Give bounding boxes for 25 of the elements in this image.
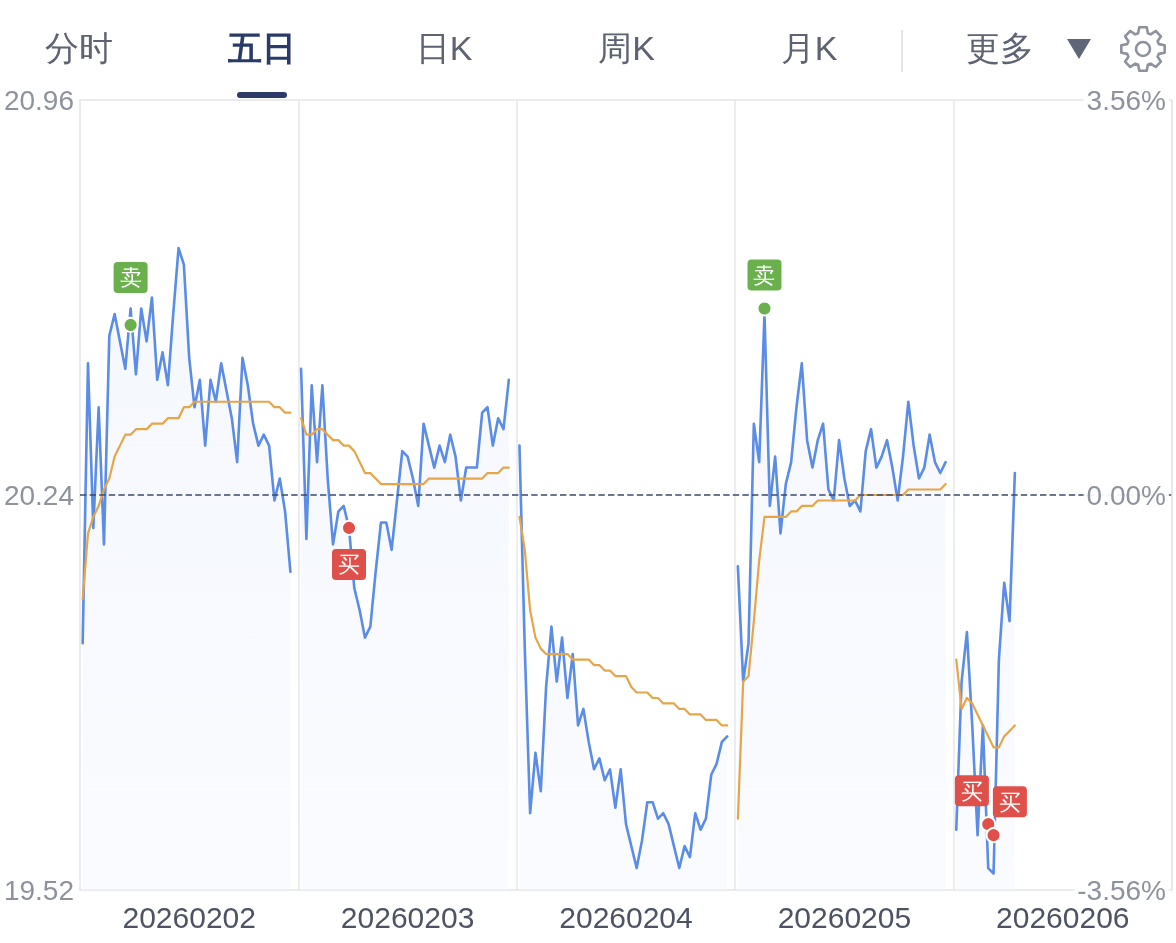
y-tick-label: 19.52	[3, 874, 74, 906]
y-tick-label: 20.96	[3, 84, 74, 116]
point	[985, 827, 1002, 844]
point	[341, 519, 357, 536]
y2-tick-label: 0.00%	[1086, 479, 1166, 511]
x-tick-label: 20260202	[122, 900, 256, 934]
y-tick-label: 20.24	[3, 479, 74, 511]
data-label: 买	[338, 552, 360, 578]
text: 日K	[415, 28, 473, 69]
text: 周K	[598, 28, 655, 69]
text: 五日	[227, 28, 296, 69]
x-tick-label: 20260204	[559, 900, 693, 934]
x-tick-label: 20260203	[340, 900, 475, 934]
data-label: 买	[960, 778, 983, 804]
data-label: 卖	[119, 265, 142, 291]
text: 分时	[45, 28, 113, 69]
x-tick-label: 20260205	[777, 900, 912, 934]
text: 更多	[966, 28, 1034, 69]
data-label: 买	[998, 789, 1021, 815]
data-label: 卖	[753, 262, 776, 288]
text: 月K	[780, 28, 838, 69]
y2-tick-label: -3.56%	[1077, 874, 1166, 906]
y2-tick-label: 3.56%	[1086, 84, 1166, 116]
point	[122, 316, 139, 333]
point	[756, 300, 773, 317]
